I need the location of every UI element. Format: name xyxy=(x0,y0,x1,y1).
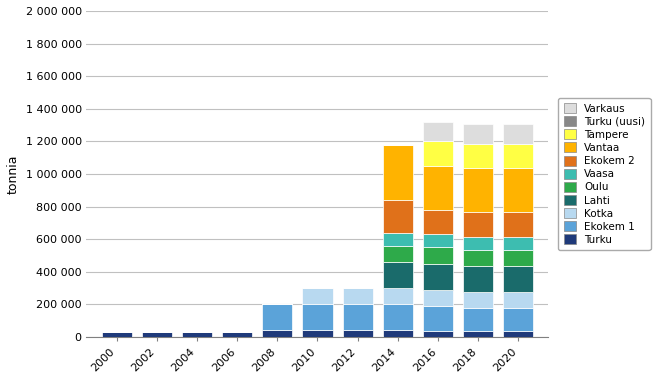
Bar xyxy=(503,124,534,144)
Bar xyxy=(463,331,494,337)
Bar xyxy=(503,309,534,331)
Bar xyxy=(423,331,453,337)
Bar xyxy=(503,250,534,266)
Bar xyxy=(423,290,453,306)
Bar xyxy=(463,237,494,250)
Bar xyxy=(423,166,453,210)
Bar xyxy=(383,304,413,331)
Bar xyxy=(463,250,494,266)
Bar xyxy=(503,168,534,212)
Bar xyxy=(463,212,494,237)
Bar xyxy=(503,331,534,337)
Bar xyxy=(503,237,534,250)
Bar xyxy=(101,332,132,337)
Bar xyxy=(463,309,494,331)
Bar xyxy=(222,332,252,337)
Bar xyxy=(463,168,494,212)
Bar xyxy=(423,306,453,331)
Bar xyxy=(141,332,172,337)
Bar xyxy=(303,304,332,331)
Bar xyxy=(343,288,372,304)
Bar xyxy=(503,144,534,168)
Bar xyxy=(503,292,534,309)
Bar xyxy=(503,212,534,237)
Bar xyxy=(423,234,453,247)
Bar xyxy=(263,304,292,331)
Bar xyxy=(383,288,413,304)
Bar xyxy=(303,331,332,337)
Legend: Varkaus, Turku (uusi), Tampere, Vantaa, Ekokem 2, Vaasa, Oulu, Lahti, Kotka, Eko: Varkaus, Turku (uusi), Tampere, Vantaa, … xyxy=(559,98,651,250)
Bar xyxy=(463,292,494,309)
Bar xyxy=(383,200,413,233)
Bar xyxy=(383,331,413,337)
Bar xyxy=(423,247,453,264)
Bar xyxy=(463,144,494,168)
Bar xyxy=(463,266,494,292)
Bar xyxy=(383,145,413,200)
Bar xyxy=(423,210,453,234)
Bar xyxy=(503,266,534,292)
Bar xyxy=(182,332,212,337)
Bar xyxy=(343,331,372,337)
Bar xyxy=(423,122,453,141)
Bar xyxy=(423,264,453,290)
Bar xyxy=(463,124,494,144)
Bar xyxy=(343,304,372,331)
Bar xyxy=(263,331,292,337)
Bar xyxy=(383,233,413,246)
Y-axis label: tonnia: tonnia xyxy=(7,154,20,194)
Bar xyxy=(383,246,413,262)
Bar xyxy=(303,288,332,304)
Bar xyxy=(383,262,413,288)
Bar xyxy=(423,141,453,166)
